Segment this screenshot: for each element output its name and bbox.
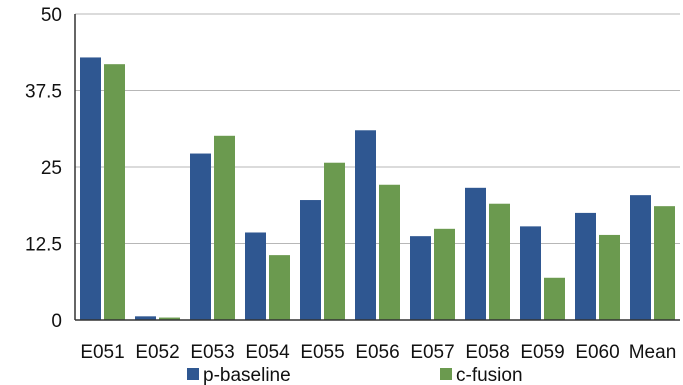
x-category-label: E060 (575, 342, 619, 363)
legend-swatch-c-fusion (440, 368, 452, 380)
bar-c-fusion-E059 (544, 277, 565, 320)
y-tick-label: 25 (41, 158, 62, 179)
gridlines (75, 13, 680, 244)
bar-p-baseline-E057 (410, 236, 431, 320)
bar-p-baseline-E053 (190, 153, 211, 320)
y-tick-label: 0 (51, 311, 62, 332)
bar-c-fusion-E054 (269, 255, 290, 320)
legend-swatch-p-baseline (187, 368, 199, 380)
bar-p-baseline-E051 (80, 57, 101, 321)
y-tick-label: 12.5 (25, 235, 62, 256)
bar-c-fusion-E058 (489, 203, 510, 320)
y-tick-label: 37.5 (25, 82, 62, 103)
x-category-label: E058 (465, 342, 509, 363)
x-category-label: E056 (355, 342, 399, 363)
bar-c-fusion-E057 (434, 228, 455, 320)
x-category-label: E052 (135, 342, 179, 363)
bar-p-baseline-E052 (135, 316, 156, 320)
bars (80, 57, 675, 321)
bar-c-fusion-E051 (104, 64, 125, 321)
bar-p-baseline-E054 (245, 232, 266, 320)
x-category-label: E054 (245, 342, 290, 363)
x-category-label: Mean (629, 342, 677, 363)
bar-p-baseline-Mean (630, 195, 651, 320)
bar-p-baseline-E059 (520, 226, 541, 320)
bar-c-fusion-E056 (379, 184, 400, 320)
legend-label-p-baseline: p-baseline (203, 365, 291, 385)
bar-c-fusion-E055 (324, 162, 345, 320)
legend: p-baseline c-fusion (187, 365, 523, 385)
x-category-label: E051 (80, 342, 124, 363)
x-category-label: E057 (410, 342, 454, 363)
x-category-label: E055 (300, 342, 344, 363)
bar-c-fusion-E052 (159, 317, 180, 320)
bar-p-baseline-E056 (355, 130, 376, 320)
bar-c-fusion-Mean (654, 206, 675, 320)
legend-label-c-fusion: c-fusion (456, 365, 523, 385)
x-category-label: E059 (520, 342, 564, 363)
y-tick-labels: 0 12.5 25 37.5 50 (25, 5, 62, 332)
y-tick-label: 50 (41, 5, 62, 26)
bar-p-baseline-E058 (465, 187, 486, 320)
bar-p-baseline-E060 (575, 212, 596, 320)
bar-c-fusion-E053 (214, 135, 235, 320)
axes (74, 14, 680, 321)
bar-p-baseline-E055 (300, 200, 321, 320)
x-category-label: E053 (190, 342, 234, 363)
bar-c-fusion-E060 (599, 234, 620, 320)
x-category-labels: E051 E052 E053 E054 E055 E056 E057 E058 E059 E060… (80, 342, 676, 363)
